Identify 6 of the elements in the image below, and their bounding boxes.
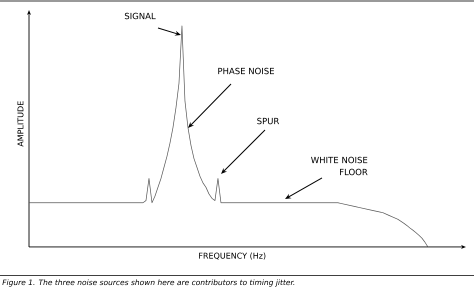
x-axis-title: FREQUENCY (Hz) [199,252,266,260]
y-axis-title: AMPLITUDE [18,101,24,147]
annotation: WHITE NOISE FLOOR [311,156,368,176]
text: SIGNAL [124,12,156,20]
annotation: SPUR [257,118,280,124]
annotation: PHASE NOISE [218,68,274,74]
